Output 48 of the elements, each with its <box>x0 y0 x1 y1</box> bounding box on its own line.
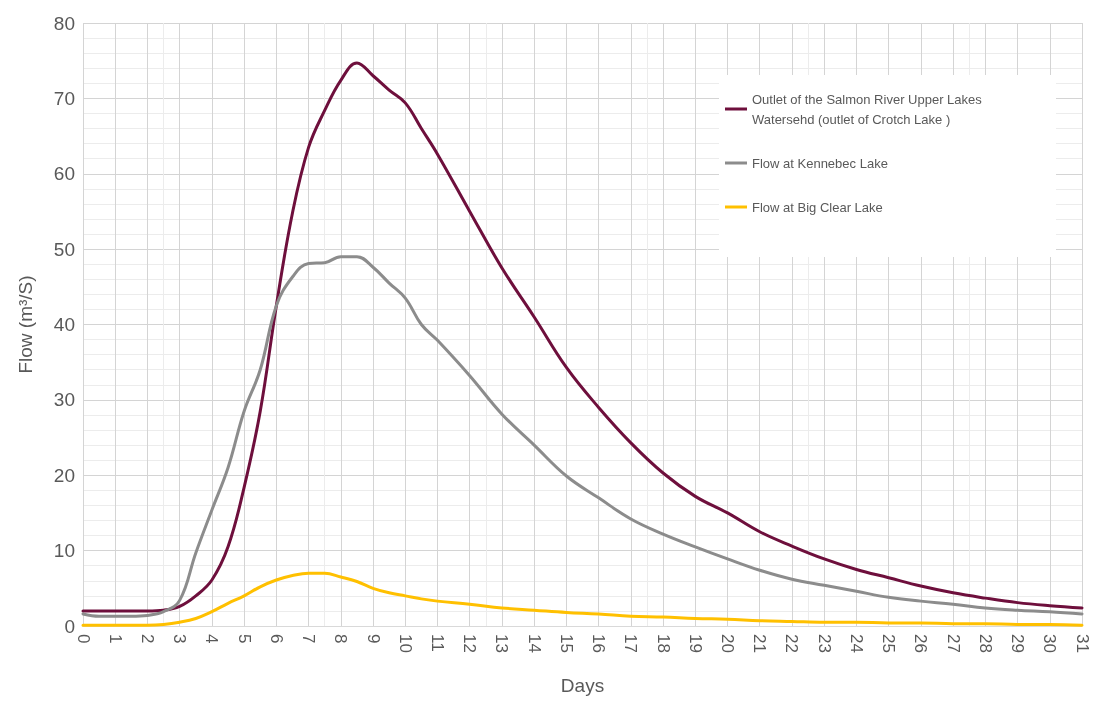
y-tick-label: 60 <box>53 163 75 185</box>
x-tick-label: 15 <box>556 634 576 653</box>
x-tick-label: 0 <box>73 634 93 644</box>
x-tick-label: 27 <box>943 634 963 653</box>
x-tick-label: 6 <box>266 634 286 644</box>
x-tick-label: 20 <box>718 634 738 653</box>
legend-label: Flow at Kennebec Lake <box>752 155 888 171</box>
x-tick-label: 28 <box>975 634 995 653</box>
y-tick-label: 20 <box>53 464 75 486</box>
y-tick-label: 80 <box>53 12 75 34</box>
x-tick-label: 14 <box>524 634 544 653</box>
x-tick-label: 18 <box>653 634 673 653</box>
y-tick-label: 30 <box>53 389 75 411</box>
x-tick-label: 1 <box>105 634 125 644</box>
x-tick-label: 5 <box>234 634 254 644</box>
line-series <box>81 571 1084 627</box>
x-tick-label: 2 <box>137 634 157 644</box>
x-tick-label: 19 <box>685 634 705 653</box>
line-series <box>81 61 1084 613</box>
x-tick-label: 13 <box>492 634 512 653</box>
x-tick-label: 4 <box>202 634 222 644</box>
legend-label: Flow at Big Clear Lake <box>752 199 883 215</box>
y-tick-label: 50 <box>53 238 75 260</box>
y-tick-label: 70 <box>53 87 75 109</box>
x-tick-label: 10 <box>395 634 415 653</box>
line-series <box>81 255 1084 618</box>
x-tick-label: 17 <box>621 634 641 653</box>
y-axis-title: Flow (m³/S) <box>15 275 36 374</box>
legend-label: Outlet of the Salmon River Upper Lakes Watersehd (outlet of Crotch Lake ) <box>752 91 986 127</box>
x-tick-label: 26 <box>911 634 931 653</box>
x-tick-label: 24 <box>846 634 866 653</box>
x-tick-label: 25 <box>879 634 899 653</box>
x-tick-label: 31 <box>1072 634 1092 653</box>
x-tick-label: 3 <box>170 634 190 644</box>
x-tick-label: 23 <box>814 634 834 653</box>
x-axis-title: Days <box>560 675 605 696</box>
x-tick-label: 11 <box>427 634 447 652</box>
x-tick-label: 21 <box>750 634 770 653</box>
x-tick-label: 30 <box>1040 634 1060 653</box>
x-tick-label: 29 <box>1008 634 1028 653</box>
x-tick-label: 9 <box>363 634 383 644</box>
x-tick-label: 22 <box>782 634 802 653</box>
x-tick-label: 16 <box>589 634 609 653</box>
y-tick-label: 10 <box>53 540 75 562</box>
x-tick-label: 8 <box>331 634 351 644</box>
x-tick-label: 7 <box>299 634 319 644</box>
x-tick-label: 12 <box>460 634 480 653</box>
y-tick-label: 40 <box>53 314 75 335</box>
